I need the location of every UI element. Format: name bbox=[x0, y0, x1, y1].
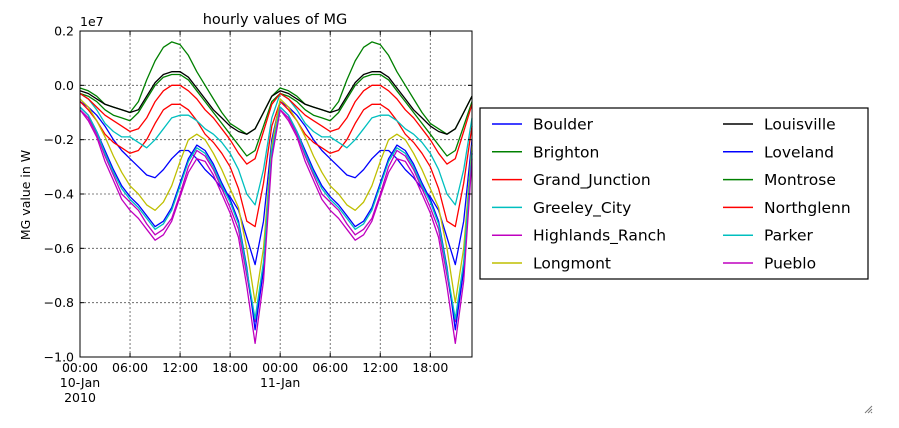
series-line-greeley-city bbox=[79, 92, 473, 206]
series-line-montrose bbox=[79, 73, 473, 157]
y-tick-label: 0.2 bbox=[54, 24, 74, 39]
x-tick-label: 18:00 bbox=[412, 360, 448, 375]
legend-label: Northglenn bbox=[764, 199, 851, 217]
legend-label: Greeley_City bbox=[533, 199, 631, 218]
series-line-northglenn bbox=[79, 84, 473, 165]
x-tick-label: 12:00 bbox=[162, 360, 198, 375]
y-scale-label: 1e7 bbox=[80, 14, 104, 29]
legend-label: Brighton bbox=[533, 143, 599, 161]
x-tick-label: 00:00 bbox=[62, 360, 98, 375]
x-tick-label: 2010 bbox=[64, 390, 96, 405]
legend-label: Parker bbox=[764, 227, 813, 245]
x-tick-label: 11-Jan bbox=[260, 375, 300, 390]
x-tick-label: 06:00 bbox=[112, 360, 148, 375]
x-tick-label: 06:00 bbox=[312, 360, 348, 375]
legend-label: Highlands_Ranch bbox=[533, 227, 666, 246]
series-line-louisville bbox=[79, 71, 473, 135]
y-tick-label: 0.0 bbox=[54, 78, 74, 93]
y-tick-label: −1.0 bbox=[44, 350, 74, 365]
y-axis-label: MG value in W bbox=[18, 150, 33, 240]
series-line-pueblo bbox=[79, 109, 473, 345]
chart-title: hourly values of MG bbox=[203, 12, 348, 28]
legend-label: Pueblo bbox=[764, 255, 816, 273]
series-line-longmont bbox=[79, 98, 473, 304]
legend: Boulder Brighton Grand_Junction Greeley_Cit… bbox=[479, 107, 869, 280]
x-tick-label: 18:00 bbox=[212, 360, 248, 375]
y-tick-label: −0.4 bbox=[44, 187, 74, 202]
resize-grip-icon[interactable] bbox=[864, 405, 873, 414]
grid-lines bbox=[80, 31, 472, 357]
x-tick-label: 00:00 bbox=[262, 360, 298, 375]
series-line-parker bbox=[79, 106, 473, 320]
legend-label: Grand_Junction bbox=[533, 171, 651, 190]
series-lines bbox=[79, 41, 473, 345]
series-line-grand-junction bbox=[79, 100, 473, 228]
legend-label: Boulder bbox=[533, 116, 594, 134]
legend-label: Louisville bbox=[764, 116, 836, 134]
legend-label: Loveland bbox=[764, 143, 834, 161]
axis-ticks: 0.20.0−0.2−0.4−0.6−0.8−1.000:0010-Jan201… bbox=[44, 24, 472, 405]
legend-box bbox=[479, 107, 869, 280]
x-tick-label: 12:00 bbox=[362, 360, 398, 375]
legend-label: Montrose bbox=[764, 171, 836, 189]
legend-label: Longmont bbox=[533, 255, 611, 273]
y-tick-label: −0.2 bbox=[44, 132, 74, 147]
y-tick-label: −0.8 bbox=[44, 295, 74, 310]
series-line-brighton bbox=[79, 41, 473, 135]
x-tick-label: 10-Jan bbox=[60, 375, 100, 390]
y-tick-label: −0.6 bbox=[44, 241, 74, 256]
